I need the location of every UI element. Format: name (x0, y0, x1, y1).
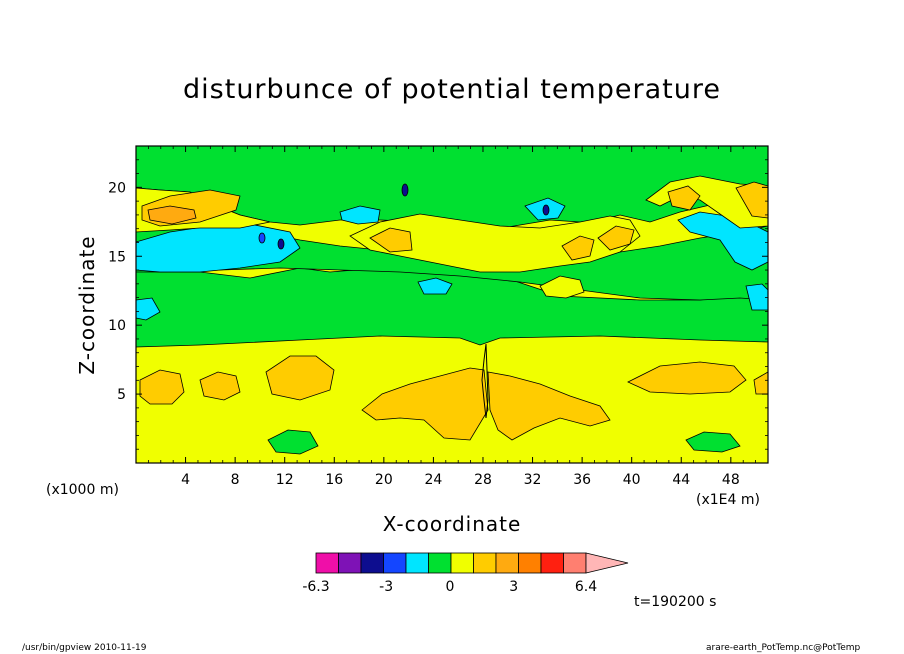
contour-orange-up-4 (561, 235, 595, 261)
time-label: t=190200 s (634, 594, 717, 610)
x-tick-label: 44 (672, 472, 690, 488)
colorbar-label: -6.3 (302, 579, 329, 595)
y-tick-label: 20 (108, 180, 126, 196)
colorbar-swatch (450, 552, 474, 574)
contour-orange-low-6 (627, 361, 747, 395)
colorbar-swatch (338, 552, 362, 574)
contour-blue-spot-1 (258, 232, 266, 244)
colorbar-swatch (428, 552, 452, 574)
x-tick-label: 28 (474, 472, 492, 488)
contour-orange-low-2 (199, 371, 241, 401)
x-tick-label: 48 (722, 472, 740, 488)
contour-blue-spot-2 (277, 238, 285, 250)
contour-orange-low-7 (753, 371, 768, 395)
contour-orange-up-7 (735, 181, 768, 219)
x-tick-label: 40 (623, 472, 641, 488)
contour-cyan-blob-1 (339, 205, 381, 225)
contour-blue-spot-3 (401, 183, 409, 197)
colorbar-swatch (315, 552, 339, 574)
contour-orange-up-5 (597, 225, 635, 251)
contour-green-low-2 (685, 431, 741, 453)
x-tick-label: 8 (231, 472, 240, 488)
contour-orange-low-1 (139, 369, 185, 405)
contour-orange-low-4 (361, 367, 489, 441)
x-axis-label: X-coordinate (382, 512, 522, 536)
y-tick-label: 10 (108, 318, 126, 334)
chart-title: disturbunce of potential temperature (183, 74, 721, 105)
contour-yellow-upper-4 (539, 275, 585, 299)
colorbar-swatch (360, 552, 384, 574)
tick-marks (136, 146, 768, 463)
colorbar-arrow (585, 552, 629, 574)
y-tick-label: 5 (117, 387, 126, 403)
colorbar-label: 0 (445, 579, 454, 595)
colorbar-swatch (563, 552, 587, 574)
footer-source: arare-earth_PotTemp.nc@PotTemp (706, 643, 861, 653)
x-tick-label: 12 (276, 472, 294, 488)
colorbar-swatch (383, 552, 407, 574)
y-axis-unit: (x1000 m) (46, 482, 119, 498)
contour-cyan-blob-4 (417, 277, 453, 295)
contour-orange-up-2 (147, 205, 197, 225)
contour-cyan-blob-5 (136, 297, 161, 321)
contour-orange-low-3 (265, 355, 335, 401)
colorbar-swatch (473, 552, 497, 574)
colorbar-label: 3 (509, 579, 518, 595)
plot-frame (135, 145, 769, 464)
contour-orange-up-3 (369, 227, 413, 253)
contour-cyan-blob-6 (745, 283, 768, 311)
colorbar-label: -3 (379, 579, 393, 595)
colorbar-swatch (495, 552, 519, 574)
colorbar-swatch (518, 552, 542, 574)
x-tick-label: 32 (524, 472, 542, 488)
x-tick-label: 36 (573, 472, 591, 488)
contour-orange-low-5 (487, 371, 611, 441)
footer-command: /usr/bin/gpview 2010-11-19 (22, 643, 147, 653)
x-tick-label: 20 (375, 472, 393, 488)
x-tick-label: 24 (424, 472, 442, 488)
colorbar-swatch (540, 552, 564, 574)
y-tick-label: 15 (108, 249, 126, 265)
colorbar: -6.3 -3 0 3 6.4 (302, 552, 629, 595)
x-tick-label: 4 (181, 472, 190, 488)
contour-orange-up-6 (667, 185, 701, 211)
colorbar-label: 6.4 (575, 579, 597, 595)
contour-field (136, 146, 768, 463)
colorbar-swatch (405, 552, 429, 574)
x-axis-unit: (x1E4 m) (696, 492, 760, 508)
x-tick-label: 16 (325, 472, 343, 488)
contour-green-low-1 (267, 429, 319, 455)
contour-blue-spot-4 (542, 204, 550, 216)
contour-spike (481, 343, 489, 419)
contour-yellow-upper-2 (349, 213, 641, 273)
